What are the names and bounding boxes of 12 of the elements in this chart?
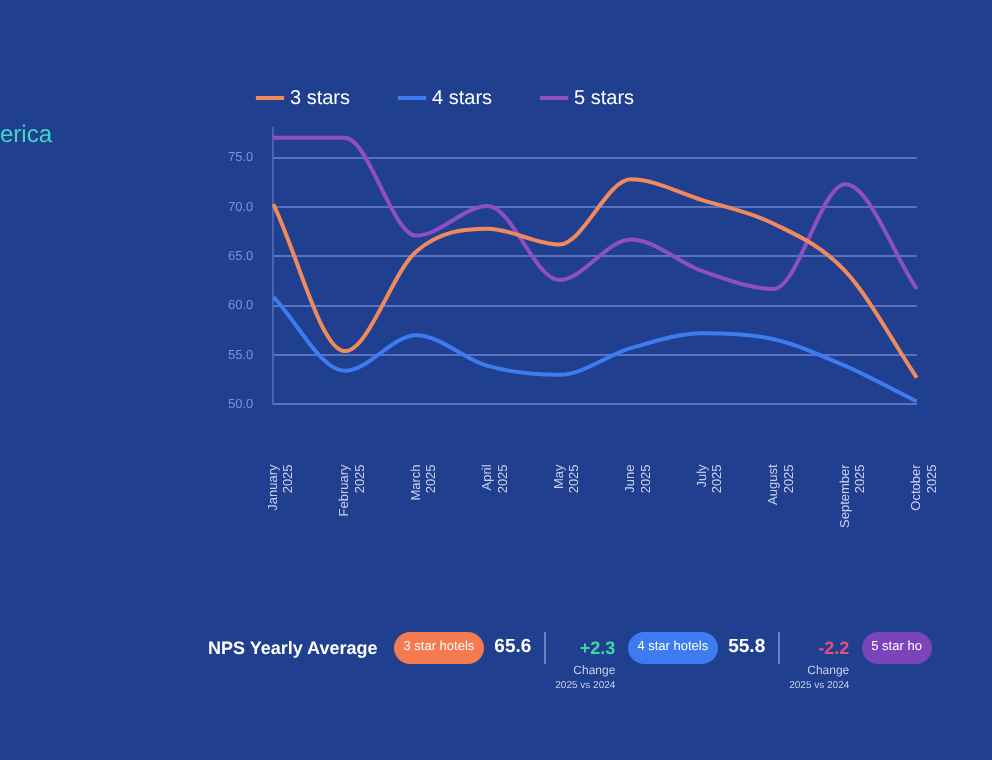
legend-label: 5 stars	[574, 87, 635, 110]
data-label: 65.6	[494, 632, 546, 664]
text: erica	[0, 120, 53, 148]
text: +2.3	[579, 636, 616, 662]
line-series	[271, 177, 919, 380]
legend-label: 4 stars	[432, 87, 493, 110]
data-label: 55.8	[728, 632, 780, 664]
legend-label: 3 stars	[290, 87, 351, 110]
text: NPS Yearly Average	[208, 636, 378, 662]
text: -2.2	[818, 636, 850, 662]
line-series	[271, 294, 919, 404]
line-series	[271, 135, 919, 291]
